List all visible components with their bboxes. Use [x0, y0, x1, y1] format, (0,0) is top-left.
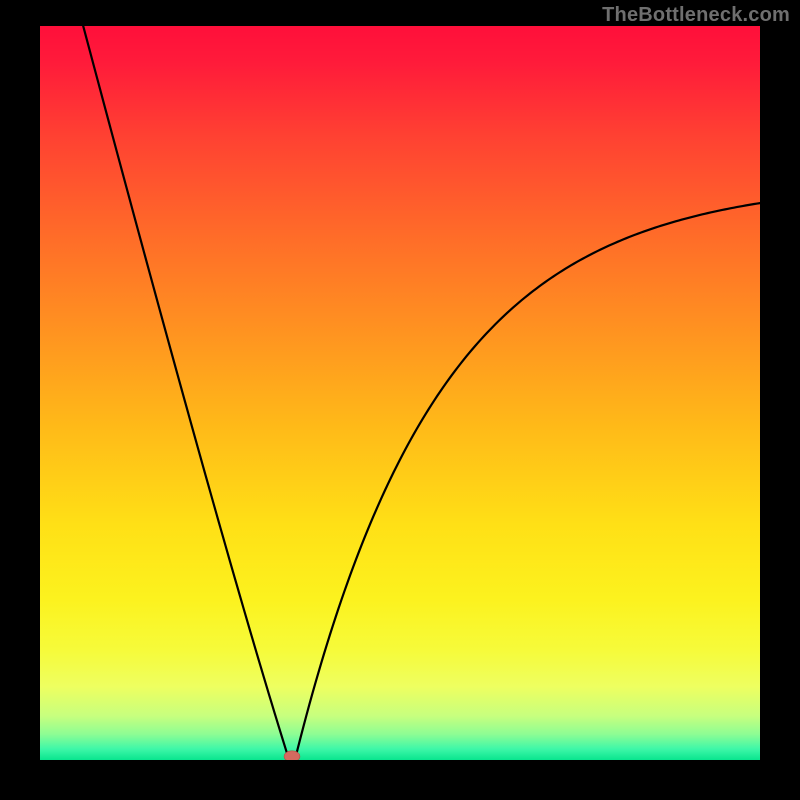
bottleneck-chart: [0, 0, 800, 800]
chart-background: [40, 26, 760, 760]
chart-frame: TheBottleneck.com: [0, 0, 800, 800]
